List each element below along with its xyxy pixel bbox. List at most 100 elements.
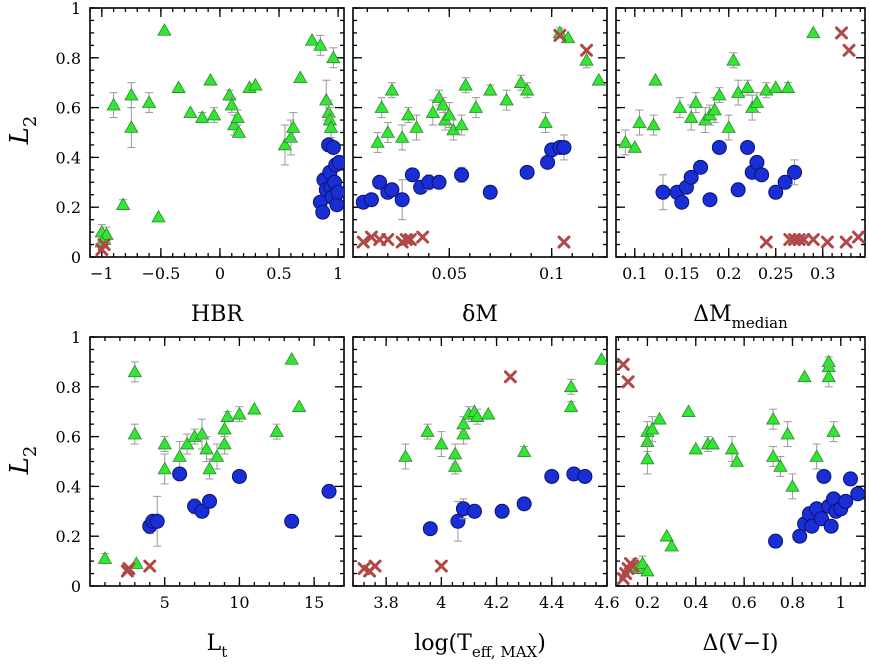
- circle-point: [172, 466, 188, 482]
- triangle-point: [195, 110, 210, 123]
- panel-1: −1 −0.5 0 0.5 1 0 0.2 0.4 0.6 0.8 1 HBR L2: [5, 0, 345, 327]
- cross-point: [616, 357, 630, 371]
- triangle-point: [456, 416, 471, 430]
- triangle-point: [645, 421, 660, 435]
- triangle-point: [773, 459, 788, 472]
- triangle-point: [380, 125, 396, 138]
- triangle-point: [127, 364, 143, 378]
- y-tick-label: 0.2: [56, 527, 81, 546]
- triangle-point: [384, 82, 400, 96]
- triangle-point: [579, 52, 594, 66]
- triangle-point: [179, 436, 195, 450]
- cross-point: [381, 233, 395, 247]
- circle-point: [674, 194, 690, 210]
- triangle-point: [454, 117, 469, 131]
- triangle-point: [209, 449, 225, 462]
- circle-point: [454, 167, 470, 183]
- circle-point: [284, 513, 300, 529]
- circle-point: [711, 139, 727, 155]
- cross-point: [503, 370, 517, 384]
- y-tick-label: 1: [71, 328, 81, 347]
- x-tick-label: 10: [229, 593, 249, 612]
- triangle-point: [468, 100, 484, 113]
- triangle-point: [97, 551, 113, 564]
- triangle-point: [157, 461, 172, 475]
- triangle-point: [688, 441, 703, 455]
- x-tick-label: 1: [333, 264, 343, 283]
- y-tick-label: 0.8: [56, 49, 81, 68]
- triangle-point: [106, 97, 121, 111]
- triangle-point: [127, 426, 143, 440]
- x-tick-label: 0.1: [622, 264, 647, 283]
- x-tick-label: 0.3: [810, 264, 835, 283]
- cross-point: [759, 235, 773, 249]
- x-tick-label: 5: [160, 593, 170, 612]
- circle-point: [792, 528, 808, 544]
- triangle-point: [269, 424, 284, 437]
- y-tick-label: 0.6: [56, 99, 81, 118]
- triangle-point: [319, 92, 334, 106]
- cross-point: [626, 559, 640, 573]
- circle-point: [683, 169, 699, 185]
- x-tick-label: 4.2: [484, 593, 509, 612]
- triangle-point: [481, 406, 496, 420]
- triangle-point: [232, 406, 247, 420]
- x-tick-label: 0.5: [266, 264, 291, 283]
- panel-2: 0.05 0.1 δM: [352, 7, 608, 327]
- triangle-point: [277, 137, 293, 151]
- triangle-point: [401, 107, 416, 121]
- data-layer: [616, 354, 865, 586]
- triangle-point: [681, 404, 696, 417]
- x-axis-title: Lt: [207, 631, 228, 661]
- cross-point: [839, 235, 853, 249]
- circle-point: [823, 518, 839, 534]
- cross-point: [621, 375, 635, 389]
- x-tick-label: 0.15: [664, 264, 700, 283]
- x-axis-title: log(Teff, MAX): [414, 631, 546, 661]
- circle-point: [482, 184, 498, 200]
- circle-point: [363, 192, 379, 208]
- triangle-point: [202, 461, 217, 475]
- circle-point: [544, 468, 560, 484]
- circle-point: [516, 496, 532, 512]
- panel-5: 3.8 4 4.2 4.4 4.6 log(Teff, MAX): [352, 336, 620, 661]
- circle-point: [315, 204, 331, 220]
- triangle-point: [151, 209, 166, 223]
- triangle-point: [284, 352, 299, 365]
- triangle-point: [434, 436, 449, 450]
- triangle-point: [635, 556, 650, 569]
- triangle-point: [394, 130, 410, 143]
- triangle-point: [99, 227, 114, 240]
- circle-point: [702, 192, 718, 208]
- triangle-point: [420, 424, 435, 437]
- circle-point: [394, 192, 410, 208]
- circle-point: [149, 513, 165, 529]
- x-tick-label: 4.6: [594, 593, 619, 612]
- triangle-point: [594, 352, 607, 365]
- triangle-point: [672, 100, 688, 113]
- cross-point: [851, 230, 865, 244]
- triangle-point: [323, 120, 339, 133]
- triangle-point: [721, 120, 736, 133]
- triangle-point: [646, 117, 661, 131]
- cross-point: [580, 43, 594, 57]
- triangle-point: [326, 50, 341, 64]
- triangle-point: [809, 449, 824, 462]
- triangle-point: [374, 100, 389, 113]
- circle-point: [655, 184, 671, 200]
- triangle-point: [199, 441, 214, 455]
- cross-point: [797, 233, 811, 247]
- cross-point: [557, 235, 571, 249]
- triangle-point: [785, 479, 800, 492]
- circle-point: [768, 533, 784, 549]
- triangle-point: [705, 436, 720, 450]
- triangle-point: [729, 454, 745, 467]
- x-tick-label: 1: [836, 593, 846, 612]
- y-tick-label: 0.2: [56, 198, 81, 217]
- triangle-point: [664, 538, 679, 552]
- circle-point: [850, 486, 865, 502]
- y-tick-label: 1: [71, 0, 81, 18]
- circle-point: [202, 493, 218, 509]
- panel-6: 0.2 0.4 0.6 0.8 1 Δ(V−I): [615, 336, 866, 656]
- data-layer: [618, 25, 865, 249]
